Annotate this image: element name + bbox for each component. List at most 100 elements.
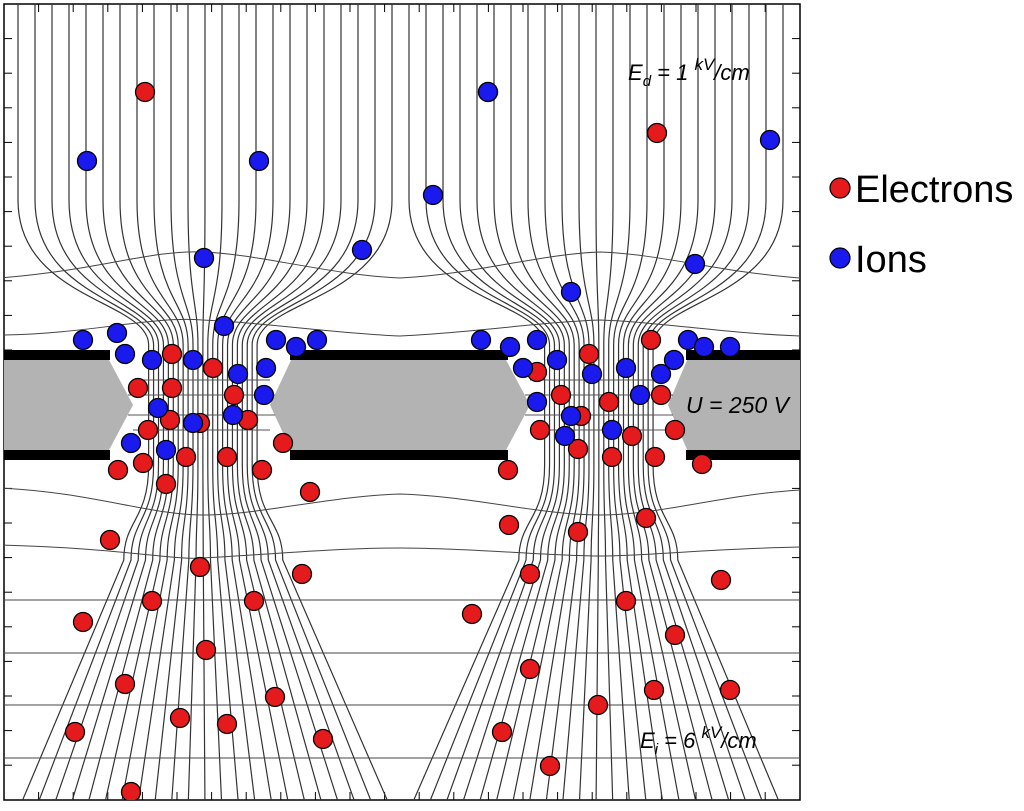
electron xyxy=(598,391,620,413)
field-line xyxy=(236,4,325,800)
electron xyxy=(601,446,623,468)
electron xyxy=(132,452,154,474)
electron xyxy=(155,473,177,495)
electron xyxy=(161,343,183,365)
electron xyxy=(189,556,211,578)
electron xyxy=(498,514,520,536)
ion xyxy=(106,322,128,344)
legend-electrons-label: Electrons xyxy=(855,169,1013,211)
ion xyxy=(759,129,781,151)
electron xyxy=(578,343,600,365)
ion xyxy=(512,357,534,379)
frame-ticks xyxy=(4,4,800,800)
ion xyxy=(255,357,277,379)
field-line xyxy=(231,4,308,800)
field-line xyxy=(246,4,359,800)
electron xyxy=(646,122,668,144)
ion xyxy=(499,336,521,358)
electron xyxy=(202,357,224,379)
foil-dielectric xyxy=(4,358,800,452)
field-line xyxy=(493,4,570,800)
ion xyxy=(477,81,499,103)
ion xyxy=(581,363,603,385)
electron xyxy=(640,329,662,351)
electron xyxy=(497,459,519,481)
ion xyxy=(422,184,444,206)
ion xyxy=(222,404,244,426)
ion xyxy=(351,239,373,261)
field-line xyxy=(627,4,699,800)
field-line xyxy=(256,4,393,800)
electron xyxy=(99,529,121,551)
ion xyxy=(155,439,177,461)
electron xyxy=(691,453,713,475)
ion xyxy=(560,405,582,427)
field-line xyxy=(637,4,733,800)
field-line xyxy=(212,4,240,800)
electron xyxy=(664,624,686,646)
ion xyxy=(182,412,204,434)
field-line xyxy=(187,4,199,800)
electron xyxy=(312,728,334,750)
electron xyxy=(664,419,686,441)
field-line xyxy=(442,4,556,800)
ion xyxy=(213,315,235,337)
equipotential-bottom xyxy=(4,487,800,516)
electron xyxy=(120,781,142,800)
ion xyxy=(147,397,169,419)
electron xyxy=(643,679,665,701)
ion xyxy=(76,150,98,172)
electron xyxy=(264,686,286,708)
electron xyxy=(107,459,129,481)
field-line xyxy=(226,4,291,800)
electron xyxy=(550,384,572,406)
electron xyxy=(127,377,149,399)
ion xyxy=(248,150,270,172)
ion xyxy=(615,357,637,379)
electron xyxy=(491,721,513,743)
legend-electron-marker xyxy=(829,177,851,199)
equipotential-lines xyxy=(4,251,800,759)
field-line xyxy=(221,4,274,800)
electron xyxy=(567,521,589,543)
legend: Electrons Ions xyxy=(829,169,1013,281)
ion xyxy=(560,281,582,303)
field-line xyxy=(613,4,648,800)
electron xyxy=(195,639,217,661)
electron xyxy=(587,694,609,716)
ion xyxy=(114,343,136,365)
electron xyxy=(529,419,551,441)
electron xyxy=(175,446,197,468)
field-line xyxy=(578,4,595,800)
equipotential-top xyxy=(4,251,800,279)
ion xyxy=(182,349,204,371)
field-line xyxy=(595,4,600,800)
ion xyxy=(663,349,685,371)
bottom-electrode-right xyxy=(686,450,800,460)
field-line xyxy=(459,4,560,800)
electron xyxy=(621,425,643,447)
ion xyxy=(470,329,492,351)
electron xyxy=(519,658,541,680)
top-electrode-middle xyxy=(290,350,508,360)
ion xyxy=(265,329,287,351)
drift-field-label: Ed = 1 kV/cm xyxy=(628,55,750,90)
field-line xyxy=(85,4,169,800)
electron xyxy=(635,507,657,529)
legend-ion-marker xyxy=(829,247,851,269)
electron xyxy=(299,481,321,503)
top-electrode-right xyxy=(686,350,800,360)
ion xyxy=(719,336,741,358)
field-line xyxy=(136,4,184,800)
field-line xyxy=(119,4,179,800)
ion xyxy=(601,419,623,441)
electron xyxy=(251,459,273,481)
electron xyxy=(72,611,94,633)
electron xyxy=(719,679,741,701)
ion xyxy=(253,384,275,406)
field-line xyxy=(153,4,189,800)
top-electrode-left xyxy=(4,350,110,360)
field-line xyxy=(425,4,551,800)
field-line xyxy=(617,4,665,800)
